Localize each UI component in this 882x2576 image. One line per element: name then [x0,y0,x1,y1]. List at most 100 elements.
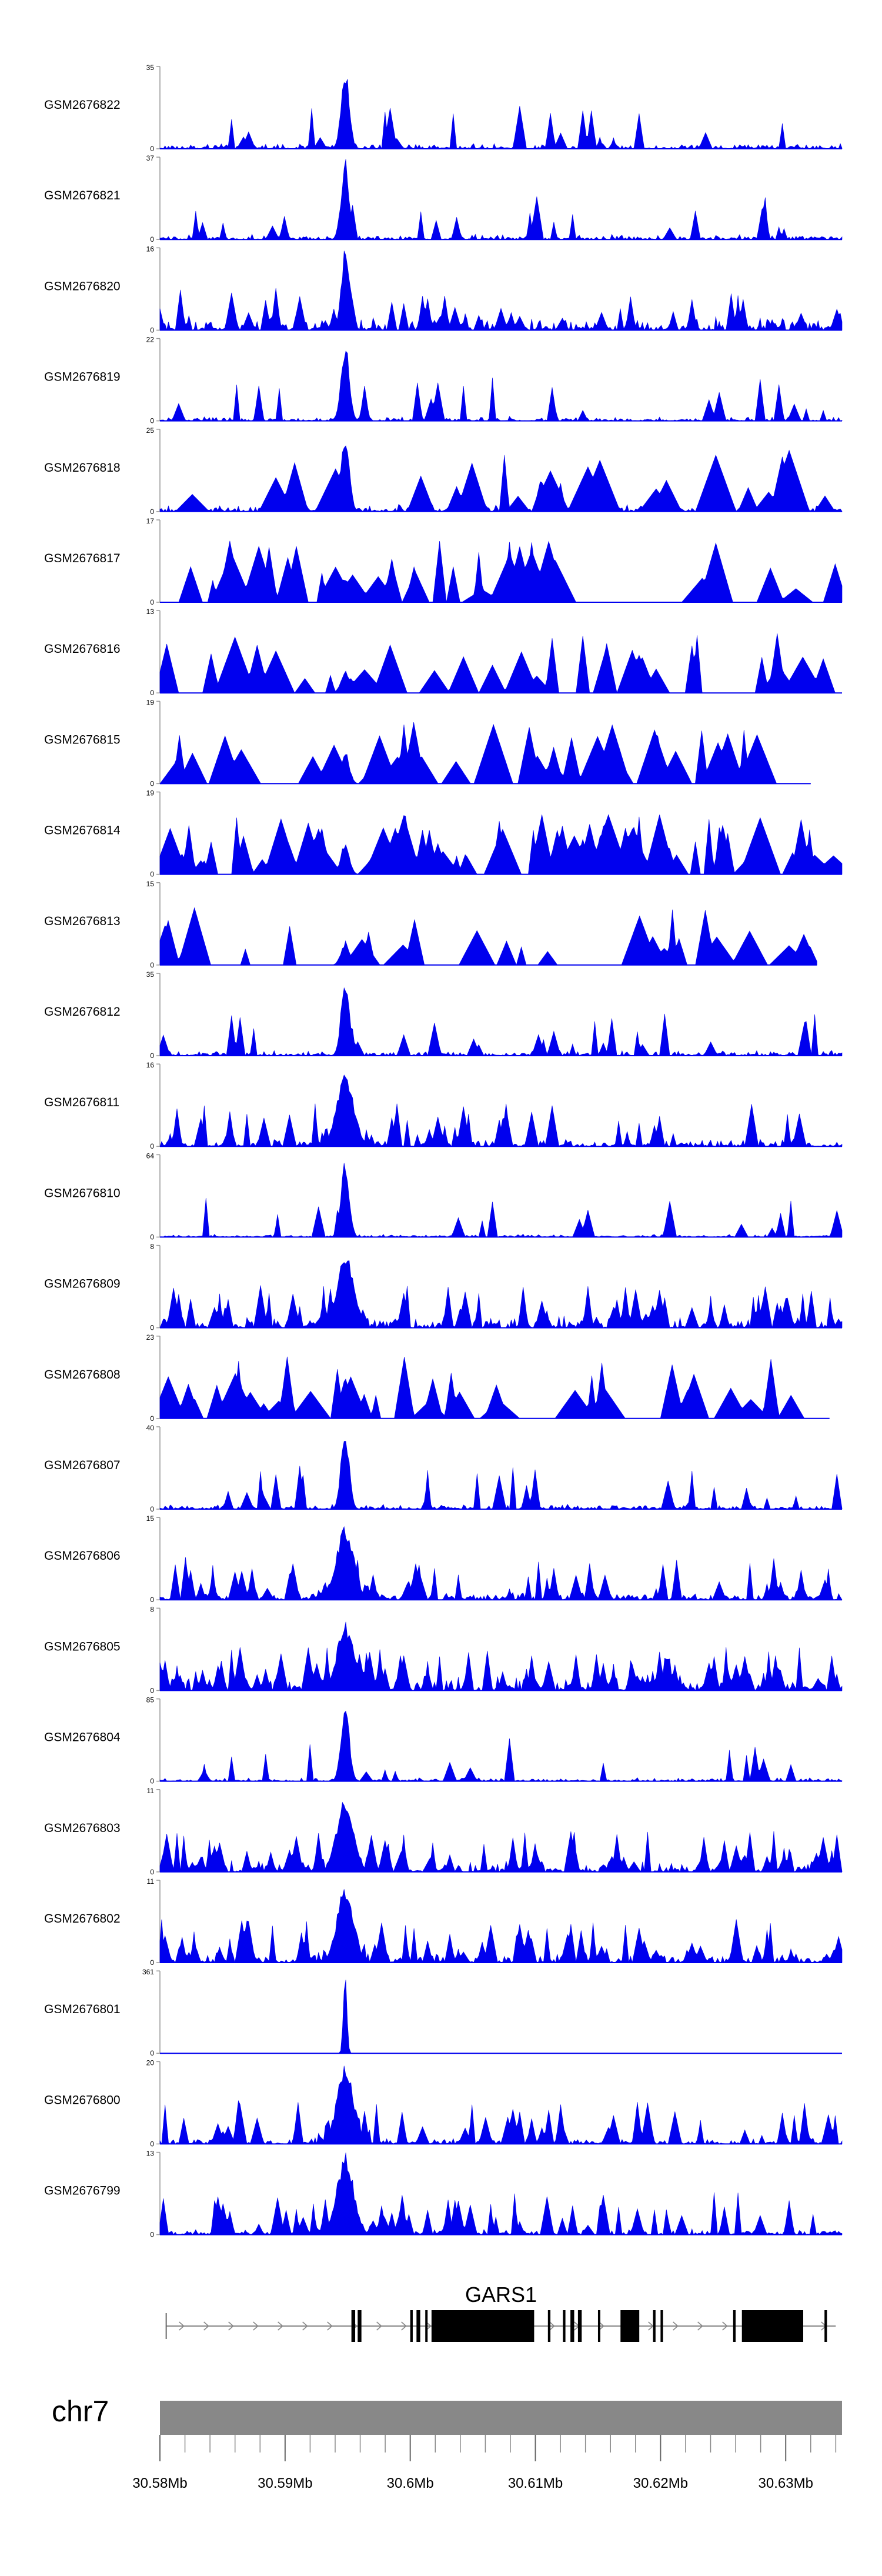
strand-arrow [253,2321,259,2331]
y-min-label: 0 [150,779,154,788]
coverage-area [159,1801,843,1873]
exon [577,2310,582,2342]
track-name-label: GSM2676810 [44,1186,121,1200]
exon [410,2310,413,2342]
track-GSM2676817: GSM2676817 17 0 [44,517,843,606]
exon [547,2310,551,2342]
track-name-label: GSM2676801 [44,2003,121,2016]
y-max-label: 19 [146,789,155,798]
y-min-label: 0 [150,2140,154,2148]
y-min-label: 0 [150,326,154,334]
track-GSM2676820: GSM2676820 16 0 [44,245,843,334]
y-min-label: 0 [150,961,154,969]
exon [597,2310,600,2342]
strand-arrow [179,2321,185,2331]
strand-arrow [228,2321,234,2331]
exon [416,2310,420,2342]
track-name-label: GSM2676803 [44,1821,121,1835]
track-name-label: GSM2676800 [44,2093,121,2107]
track-name-label: GSM2676818 [44,461,121,475]
tick-label: 30.61Mb [508,2475,563,2491]
strand-arrow [426,2321,432,2331]
strand-arrow [673,2321,679,2331]
y-max-label: 40 [146,1424,155,1432]
tick-label: 30.62Mb [633,2475,688,2491]
track-name-label: GSM2676805 [44,1640,121,1653]
track-name-label: GSM2676804 [44,1731,121,1744]
y-min-label: 0 [150,1868,154,1876]
coverage-area [159,1163,843,1237]
track-GSM2676802: GSM2676802 11 0 [44,1877,843,1967]
y-max-label: 16 [146,245,155,253]
strand-arrow [722,2321,728,2331]
y-min-label: 0 [150,598,154,606]
track-GSM2676814: GSM2676814 19 0 [44,789,843,879]
y-max-label: 16 [146,1061,155,1069]
exon [351,2310,356,2342]
track-name-label: GSM2676814 [44,824,121,837]
coverage-area [159,2066,843,2145]
y-max-label: 15 [146,880,155,888]
track-GSM2676799: GSM2676799 13 0 [44,2150,843,2239]
y-min-label: 0 [150,1596,154,1604]
strand-arrow [599,2321,604,2331]
track-GSM2676816: GSM2676816 13 0 [44,608,842,697]
y-max-label: 23 [146,1333,155,1342]
y-max-label: 361 [142,1968,154,1976]
y-min-label: 0 [150,417,154,425]
strand-arrow [376,2321,382,2331]
exon [563,2310,566,2342]
tick-label: 30.6Mb [387,2475,434,2491]
y-max-label: 25 [146,426,155,435]
track-name-label: GSM2676808 [44,1368,121,1382]
track-name-label: GSM2676802 [44,1912,121,1926]
y-min-label: 0 [150,1958,154,1967]
track-GSM2676819: GSM2676819 22 0 [44,336,843,425]
y-min-label: 0 [150,689,154,697]
coverage-area [159,2153,843,2235]
y-max-label: 64 [146,1152,155,1160]
track-GSM2676805: GSM2676805 8 0 [44,1605,843,1694]
coverage-area [159,159,843,240]
track-name-label: GSM2676819 [44,371,121,384]
exon [358,2310,362,2342]
coverage-area [159,1441,843,1510]
y-max-label: 17 [146,517,155,525]
exon [620,2310,640,2342]
tick-label: 30.59Mb [258,2475,312,2491]
track-GSM2676806: GSM2676806 15 0 [44,1514,843,1604]
y-max-label: 22 [146,336,155,344]
coverage-area [160,540,843,603]
y-min-label: 0 [150,508,154,516]
track-name-label: GSM2676815 [44,733,121,746]
coverage-area [159,1075,843,1147]
y-min-label: 0 [150,1505,154,1513]
y-max-label: 15 [146,1514,155,1523]
track-GSM2676807: GSM2676807 40 0 [44,1424,843,1513]
track-name-label: GSM2676821 [44,189,121,202]
track-name-label: GSM2676822 [44,98,121,112]
coverage-area [159,251,843,331]
exon [431,2310,534,2342]
track-GSM2676804: GSM2676804 85 0 [44,1696,843,1786]
coverage-area [159,814,843,875]
strand-arrow [203,2321,209,2331]
exon [733,2310,736,2342]
y-min-label: 0 [150,1142,154,1150]
track-GSM2676801: GSM2676801 361 0 [44,1968,842,2057]
y-min-label: 0 [150,1233,154,1241]
coverage-area [159,1260,843,1329]
track-GSM2676810: GSM2676810 64 0 [44,1152,843,1241]
track-GSM2676811: GSM2676811 16 0 [44,1061,843,1150]
exon [653,2310,656,2342]
exon [824,2310,827,2342]
strand-arrow [302,2321,308,2331]
strand-arrow [401,2321,407,2331]
chromosome-axis: chr7 30.58Mb 30.59Mb 30.6Mb 30.61Mb 30.62Mb 3… [52,2395,842,2491]
track-name-label: GSM2676806 [44,1549,121,1563]
y-min-label: 0 [150,1324,154,1332]
track-name-label: GSM2676811 [44,1096,119,1109]
y-max-label: 13 [146,2150,155,2158]
track-name-label: GSM2676817 [44,552,121,565]
